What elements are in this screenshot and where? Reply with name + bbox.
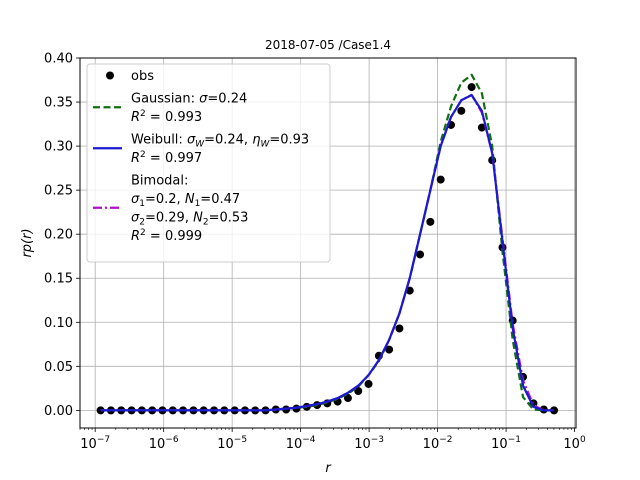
legend-label-bimodal: σ2=0.29, N2=0.53 [131, 211, 248, 228]
obs-point [395, 324, 404, 333]
obs-point [550, 406, 559, 415]
x-tick-label: 10−7 [80, 435, 110, 452]
x-tick-label: 10−6 [149, 435, 179, 452]
legend-label-obs: obs [131, 69, 154, 84]
y-tick-label: 0.15 [44, 272, 73, 287]
x-tick-label: 10−5 [217, 435, 247, 452]
y-tick-label: 0.10 [44, 316, 73, 331]
x-axis-title: r [325, 461, 332, 476]
x-tick-label: 10−1 [491, 435, 521, 452]
x-tick-label: 100 [563, 435, 586, 452]
obs-point [385, 345, 394, 354]
y-tick-label: 0.35 [44, 96, 73, 111]
obs-point [364, 379, 373, 388]
y-tick-label: 0.40 [44, 52, 73, 67]
legend-label-weibull: R2 = 0.997 [131, 150, 202, 166]
plot-frame [79, 57, 577, 429]
obs-point [477, 123, 486, 132]
y-tick-label: 0.20 [44, 228, 73, 243]
chart-title: 2018-07-05 /Case1.4 [265, 38, 391, 52]
legend-label-bimodal: R2 = 0.999 [131, 228, 202, 244]
y-axis-title: rp(r) [20, 228, 35, 257]
y-tick-label: 0.25 [44, 184, 73, 199]
obs-point [426, 217, 435, 226]
weibull-line [100, 93, 555, 412]
y-axis: 0.00 0.05 0.10 0.15 0.20 0.25 0.30 0.35 0.40 [44, 52, 80, 419]
legend-marker-obs [106, 71, 114, 80]
legend-label-weibull: Weibull: σW=0.24, ηW=0.93 [131, 133, 309, 150]
legend-label-bimodal: Bimodal: [131, 174, 188, 189]
series-layer [96, 73, 559, 415]
y-tick-label: 0.00 [44, 404, 73, 419]
legend-label-gaussian: Gaussian: σ=0.24 [131, 92, 247, 107]
obs-point [354, 387, 363, 395]
x-tick-label: 10−2 [423, 435, 453, 452]
obs-point [343, 394, 352, 403]
y-tick-label: 0.05 [44, 360, 73, 375]
legend-label-gaussian: R2 = 0.993 [131, 109, 202, 125]
obs-point [467, 83, 476, 92]
x-tick-label: 10−3 [354, 435, 384, 452]
legend-box [86, 63, 331, 263]
obs-point [457, 106, 466, 115]
obs-point [436, 175, 445, 184]
x-tick-label: 10−4 [286, 435, 316, 452]
legend: obs Gaussian: σ=0.24 R2 = 0.993 Weibull: σW… [86, 63, 331, 263]
obs-point [416, 250, 425, 259]
y-tick-label: 0.30 [44, 140, 73, 155]
legend-label-bimodal: σ1=0.2, N1=0.47 [131, 192, 240, 209]
x-axis: 10−7 10−6 10−5 10−4 10−3 10−2 10−1 100 [79, 428, 586, 452]
